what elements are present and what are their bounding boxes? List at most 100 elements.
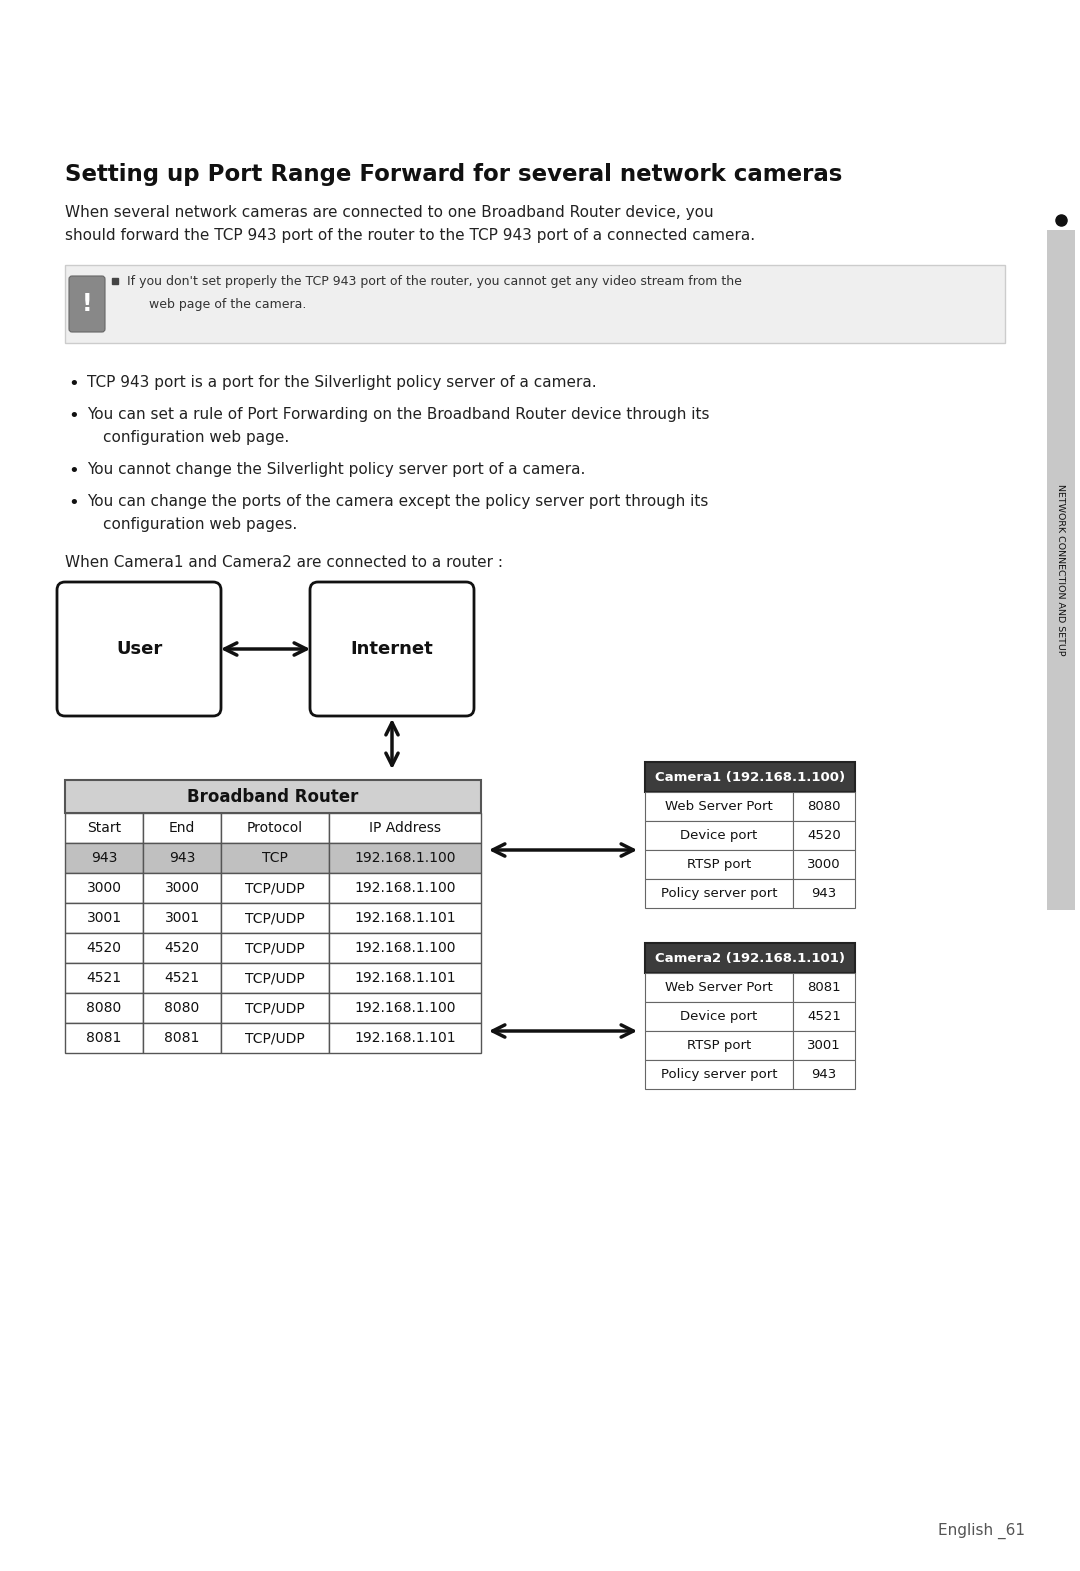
Bar xyxy=(645,1031,793,1060)
Bar xyxy=(645,880,793,908)
Text: 4521: 4521 xyxy=(86,971,122,985)
Bar xyxy=(329,844,481,873)
Text: Protocol: Protocol xyxy=(247,822,303,836)
Bar xyxy=(793,1031,855,1060)
Text: 3001: 3001 xyxy=(164,911,200,925)
Text: 943: 943 xyxy=(91,851,118,866)
Text: Policy server port: Policy server port xyxy=(661,888,778,900)
Text: TCP: TCP xyxy=(262,851,288,866)
Text: 4520: 4520 xyxy=(807,829,841,842)
Text: TCP/UDP: TCP/UDP xyxy=(245,971,305,985)
Bar xyxy=(329,903,481,933)
Text: 3001: 3001 xyxy=(807,1038,841,1053)
Bar xyxy=(645,762,855,792)
Bar xyxy=(329,963,481,993)
Text: Start: Start xyxy=(86,822,121,836)
Text: When Camera1 and Camera2 are connected to a router :: When Camera1 and Camera2 are connected t… xyxy=(65,555,503,570)
Text: 8080: 8080 xyxy=(86,1001,122,1015)
Bar xyxy=(793,1060,855,1089)
Text: 8081: 8081 xyxy=(86,1031,122,1045)
Bar xyxy=(329,873,481,903)
Bar xyxy=(221,1023,329,1053)
Text: RTSP port: RTSP port xyxy=(687,858,751,870)
Text: should forward the TCP 943 port of the router to the TCP 943 port of a connected: should forward the TCP 943 port of the r… xyxy=(65,228,755,244)
Bar xyxy=(65,1023,143,1053)
Text: •: • xyxy=(69,375,79,393)
Text: Web Server Port: Web Server Port xyxy=(665,980,773,994)
Text: 8081: 8081 xyxy=(807,980,841,994)
Bar xyxy=(143,933,221,963)
Bar xyxy=(793,972,855,1002)
Bar xyxy=(65,844,143,873)
Bar xyxy=(143,903,221,933)
Text: 192.168.1.101: 192.168.1.101 xyxy=(354,1031,456,1045)
Bar xyxy=(329,993,481,1023)
Text: 8080: 8080 xyxy=(807,800,840,814)
Text: You can change the ports of the camera except the policy server port through its: You can change the ports of the camera e… xyxy=(87,493,708,509)
Bar xyxy=(793,1002,855,1031)
Bar xyxy=(65,779,481,814)
Text: TCP/UDP: TCP/UDP xyxy=(245,941,305,955)
Text: TCP 943 port is a port for the Silverlight policy server of a camera.: TCP 943 port is a port for the Silverlig… xyxy=(87,375,596,390)
Bar xyxy=(793,850,855,880)
Bar xyxy=(65,963,143,993)
Text: •: • xyxy=(69,493,79,512)
Text: 192.168.1.101: 192.168.1.101 xyxy=(354,911,456,925)
Text: web page of the camera.: web page of the camera. xyxy=(149,298,307,311)
Text: 3001: 3001 xyxy=(86,911,122,925)
Bar xyxy=(65,265,1005,342)
Bar xyxy=(143,963,221,993)
Text: configuration web page.: configuration web page. xyxy=(103,430,289,445)
Text: IP Address: IP Address xyxy=(369,822,441,836)
Text: 192.168.1.100: 192.168.1.100 xyxy=(354,851,456,866)
Text: Setting up Port Range Forward for several network cameras: Setting up Port Range Forward for severa… xyxy=(65,163,842,185)
Bar xyxy=(143,1023,221,1053)
Text: configuration web pages.: configuration web pages. xyxy=(103,517,297,533)
Text: RTSP port: RTSP port xyxy=(687,1038,751,1053)
Bar xyxy=(65,993,143,1023)
Text: 8080: 8080 xyxy=(164,1001,200,1015)
Bar xyxy=(793,822,855,850)
Text: TCP/UDP: TCP/UDP xyxy=(245,1031,305,1045)
Bar xyxy=(645,1060,793,1089)
Bar xyxy=(221,873,329,903)
Bar xyxy=(645,822,793,850)
Text: Policy server port: Policy server port xyxy=(661,1068,778,1081)
Text: 3000: 3000 xyxy=(164,881,200,895)
Text: 4521: 4521 xyxy=(164,971,200,985)
Text: 8081: 8081 xyxy=(164,1031,200,1045)
Text: TCP/UDP: TCP/UDP xyxy=(245,1001,305,1015)
Text: NETWORK CONNECTION AND SETUP: NETWORK CONNECTION AND SETUP xyxy=(1056,484,1066,655)
Text: Web Server Port: Web Server Port xyxy=(665,800,773,814)
Bar xyxy=(143,873,221,903)
Bar xyxy=(645,943,855,972)
Text: End: End xyxy=(168,822,195,836)
Text: TCP/UDP: TCP/UDP xyxy=(245,911,305,925)
Text: 192.168.1.100: 192.168.1.100 xyxy=(354,881,456,895)
Text: If you don't set properly the TCP 943 port of the router, you cannot get any vid: If you don't set properly the TCP 943 po… xyxy=(127,275,742,287)
Bar xyxy=(65,814,143,844)
Text: 4520: 4520 xyxy=(86,941,121,955)
Text: •: • xyxy=(69,462,79,481)
Bar xyxy=(793,880,855,908)
Text: 4521: 4521 xyxy=(807,1010,841,1023)
FancyBboxPatch shape xyxy=(57,581,221,716)
FancyBboxPatch shape xyxy=(310,581,474,716)
Bar xyxy=(221,903,329,933)
Text: Internet: Internet xyxy=(351,639,433,658)
Bar xyxy=(645,972,793,1002)
Bar xyxy=(221,844,329,873)
Text: 3000: 3000 xyxy=(86,881,121,895)
FancyBboxPatch shape xyxy=(69,276,105,331)
Text: Device port: Device port xyxy=(680,829,758,842)
Text: TCP/UDP: TCP/UDP xyxy=(245,881,305,895)
Bar xyxy=(143,993,221,1023)
Text: !: ! xyxy=(82,292,92,316)
Text: 192.168.1.100: 192.168.1.100 xyxy=(354,941,456,955)
Bar xyxy=(645,792,793,822)
Bar xyxy=(65,933,143,963)
Text: User: User xyxy=(116,639,162,658)
Text: English _61: English _61 xyxy=(939,1522,1025,1540)
Text: 192.168.1.101: 192.168.1.101 xyxy=(354,971,456,985)
Text: Device port: Device port xyxy=(680,1010,758,1023)
